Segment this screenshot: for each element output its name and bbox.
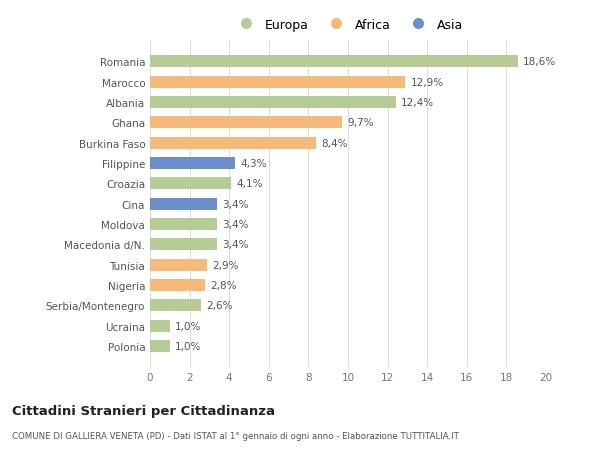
Bar [150,300,202,312]
Bar [150,218,217,230]
Text: 3,4%: 3,4% [222,219,249,230]
Bar [150,157,235,170]
Bar [150,239,217,251]
Legend: Europa, Africa, Asia: Europa, Africa, Asia [229,15,467,35]
Bar [150,117,342,129]
Text: 4,3%: 4,3% [240,159,266,168]
Bar [150,56,518,68]
Bar [150,280,205,291]
Bar [150,259,208,271]
Text: 1,0%: 1,0% [175,321,201,331]
Bar [150,137,316,150]
Text: 3,4%: 3,4% [222,199,249,209]
Bar [150,97,395,109]
Text: 2,8%: 2,8% [211,280,237,291]
Bar [150,198,217,210]
Text: 18,6%: 18,6% [523,57,556,67]
Text: 3,4%: 3,4% [222,240,249,250]
Text: 12,4%: 12,4% [400,98,434,108]
Text: 9,7%: 9,7% [347,118,374,128]
Text: COMUNE DI GALLIERA VENETA (PD) - Dati ISTAT al 1° gennaio di ogni anno - Elabora: COMUNE DI GALLIERA VENETA (PD) - Dati IS… [12,431,459,441]
Text: 8,4%: 8,4% [321,139,348,148]
Text: 1,0%: 1,0% [175,341,201,351]
Bar [150,178,231,190]
Bar [150,320,170,332]
Bar [150,76,406,89]
Bar [150,340,170,353]
Text: 4,1%: 4,1% [236,179,263,189]
Text: Cittadini Stranieri per Cittadinanza: Cittadini Stranieri per Cittadinanza [12,404,275,417]
Text: 2,6%: 2,6% [206,301,233,311]
Text: 2,9%: 2,9% [212,260,239,270]
Text: 12,9%: 12,9% [410,78,443,88]
